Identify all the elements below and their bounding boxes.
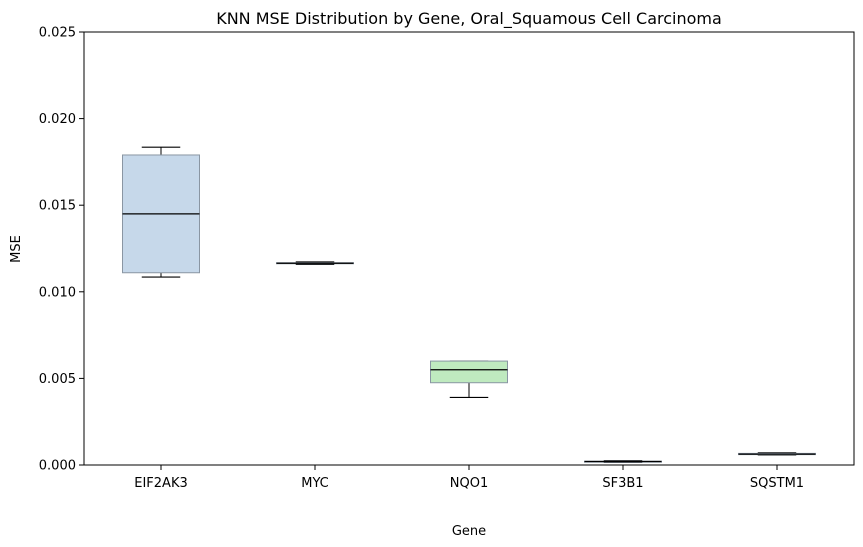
y-tick-label: 0.000 xyxy=(39,459,76,474)
y-tick-label: 0.005 xyxy=(39,372,76,387)
box-myc xyxy=(276,261,354,266)
boxes-layer xyxy=(122,146,816,464)
y-axis-title: MSE xyxy=(9,235,24,263)
box-body xyxy=(430,360,508,384)
x-tick-label: NQO1 xyxy=(450,476,488,491)
x-tick-label: SQSTM1 xyxy=(750,476,804,491)
y-tick-label: 0.020 xyxy=(39,112,76,127)
x-axis-title: Gene xyxy=(452,524,486,539)
x-tick-label: EIF2AK3 xyxy=(134,476,188,491)
box-sf3b1 xyxy=(584,460,662,464)
x-axis: EIF2AK3 MYC NQO1 SF3B1 SQSTM1 xyxy=(134,465,804,491)
y-tick-label: 0.025 xyxy=(39,26,76,41)
box-sqstm1 xyxy=(738,452,816,456)
y-tick-label: 0.010 xyxy=(39,285,76,300)
box-eif2ak3 xyxy=(122,146,200,278)
box-nqo1 xyxy=(430,360,508,399)
chart-title: KNN MSE Distribution by Gene, Oral_Squam… xyxy=(216,9,722,29)
y-tick-label: 0.015 xyxy=(39,199,76,214)
y-axis: 0.000 0.005 0.010 0.015 0.020 0.025 xyxy=(39,26,84,474)
x-tick-label: MYC xyxy=(301,476,329,491)
x-tick-label: SF3B1 xyxy=(602,476,643,491)
plot-frame xyxy=(83,31,855,466)
